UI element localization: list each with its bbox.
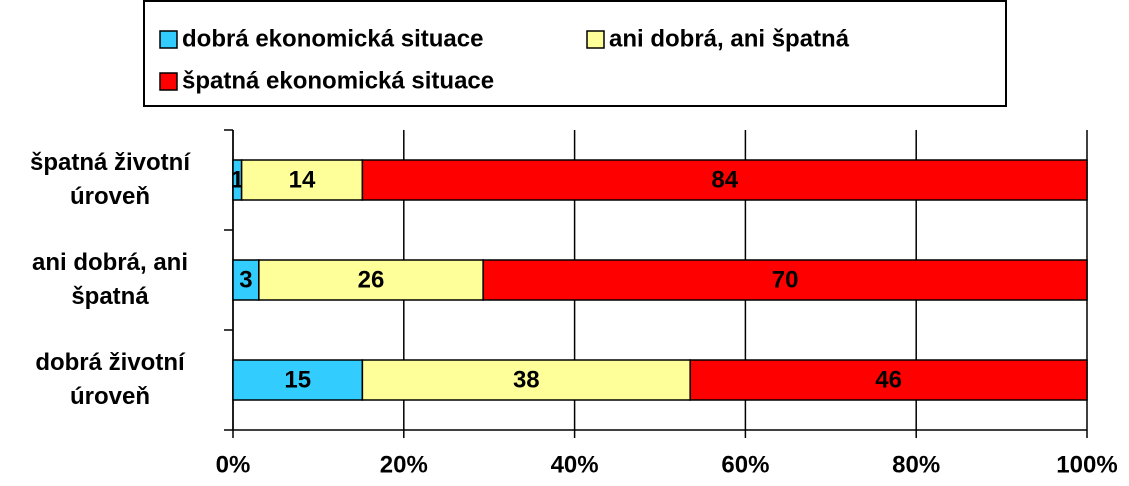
x-tick-label: 80% [892,451,940,478]
bar-segment [258,259,484,301]
bar-segment [361,359,691,401]
data-label: 70 [772,266,799,293]
data-label: 15 [284,366,311,393]
y-tick-label: dobrá životní úroveň [35,349,185,410]
y-tick-label: špatná životní úroveň [29,149,191,210]
bar-segment [232,359,364,401]
data-label: 38 [513,366,540,393]
x-tick-label: 100% [1056,451,1117,478]
bar-segment [361,159,1088,201]
legend-swatch [159,72,178,91]
y-tick-label: ani dobrá, ani špatná [31,249,189,310]
bar-segment [689,359,1088,401]
data-label: 3 [239,266,252,293]
bar-segment [240,159,364,201]
legend-swatch [586,30,605,49]
x-tick-label: 40% [551,451,599,478]
bar-segment [482,259,1088,301]
legend-label: dobrá ekonomická situace [182,25,483,52]
data-label: 14 [289,166,316,193]
legend-box [143,0,1007,107]
data-label: 84 [711,166,738,193]
legend-swatch [159,30,178,49]
data-label: 26 [358,266,385,293]
legend-label: špatná ekonomická situace [182,67,494,94]
x-tick-label: 0% [216,451,251,478]
data-label: 46 [875,366,902,393]
x-tick-label: 20% [380,451,428,478]
x-tick-label: 60% [721,451,769,478]
legend-label: ani dobrá, ani špatná [609,25,850,52]
bar-segment [232,259,260,301]
data-label: 1 [231,166,244,193]
